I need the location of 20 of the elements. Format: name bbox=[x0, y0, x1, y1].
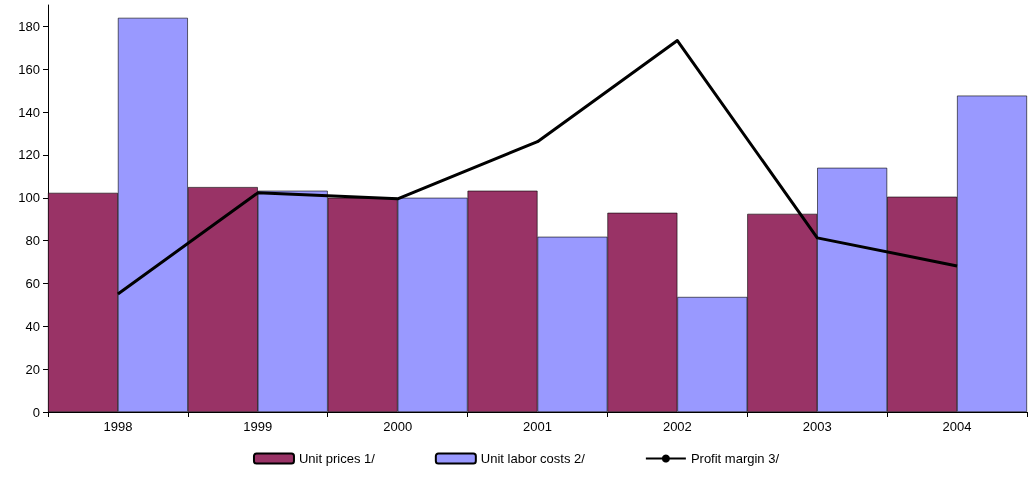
x-tick-label: 2002 bbox=[662, 419, 692, 434]
legend-label: Unit prices 1/ bbox=[298, 451, 376, 466]
legend-label: Profit margin 3/ bbox=[690, 451, 780, 466]
x-tick-label: 2000 bbox=[383, 419, 413, 434]
y-tick-label: 140 bbox=[18, 104, 40, 120]
y-tick-label: 20 bbox=[25, 361, 40, 377]
y-tick-label: 180 bbox=[18, 18, 40, 34]
y-tick-label: 40 bbox=[25, 318, 40, 334]
y-tick-label: 100 bbox=[18, 190, 40, 206]
y-tick-label: 60 bbox=[25, 275, 40, 291]
x-tick-label: 2004 bbox=[942, 419, 972, 434]
y-tick-label: 80 bbox=[25, 233, 40, 249]
y-tick-label: 160 bbox=[18, 61, 40, 77]
x-tick-label: 2003 bbox=[802, 419, 832, 434]
x-tick-label: 1998 bbox=[103, 419, 133, 434]
y-tick-label: 0 bbox=[32, 404, 40, 420]
legend-label: Unit labor costs 2/ bbox=[480, 451, 586, 466]
x-tick-label: 2001 bbox=[523, 419, 552, 434]
y-tick-label: 120 bbox=[18, 147, 40, 163]
x-tick-label: 1999 bbox=[243, 419, 273, 434]
